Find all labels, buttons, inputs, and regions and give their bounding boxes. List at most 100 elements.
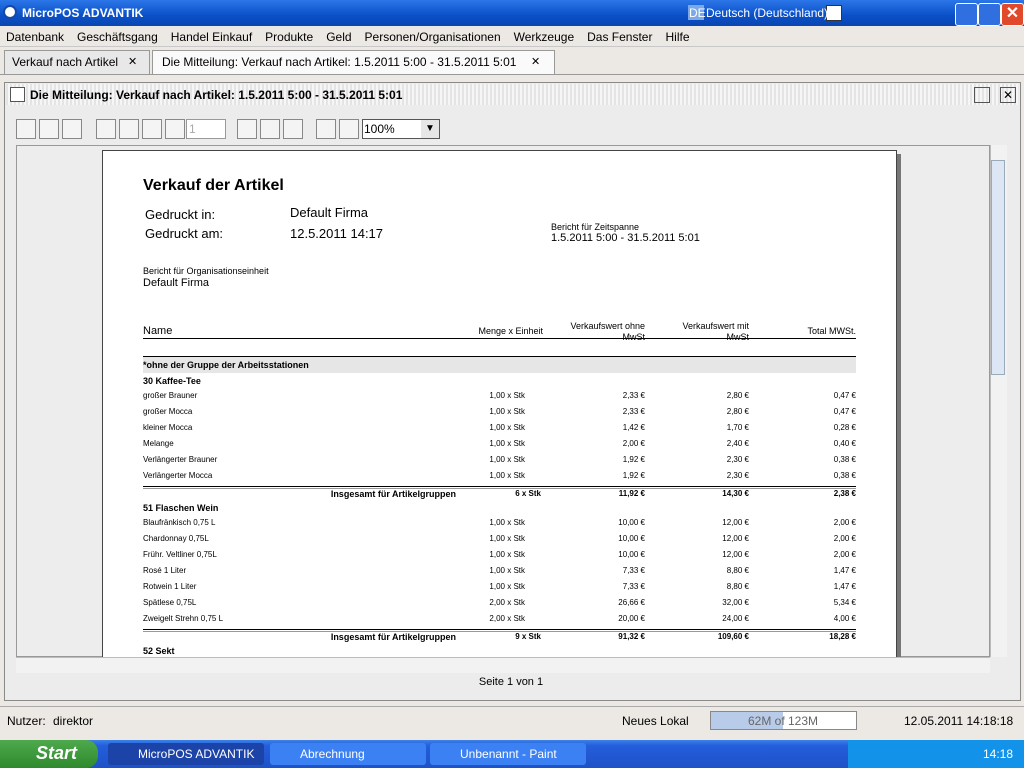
menu-item[interactable]: Personen/Organisationen bbox=[364, 30, 501, 44]
dropdown-arrow[interactable]: ▼ bbox=[421, 120, 439, 138]
quantity: 1,00 x Stk bbox=[489, 518, 525, 527]
total-tax: 2,38 € bbox=[833, 489, 856, 498]
item-name: großer Brauner bbox=[143, 391, 198, 400]
menu-item[interactable]: Werkzeuge bbox=[513, 30, 575, 44]
quantity: 1,00 x Stk bbox=[489, 423, 525, 432]
menu-bar: Datenbank Geschäftsgang Handel Einkauf Prod… bbox=[6, 28, 690, 46]
lang-code: DE bbox=[689, 6, 706, 20]
memory: 62M of 123M bbox=[747, 714, 819, 728]
tax-value: 1,47 € bbox=[833, 582, 856, 591]
item-name: Zweigelt Strehn 0,75 L bbox=[143, 614, 224, 623]
memory-fill bbox=[711, 712, 783, 729]
tax-value: 2,00 € bbox=[833, 550, 856, 559]
total-label: Insgesamt für Artikelgruppen bbox=[330, 631, 456, 642]
full-page-button[interactable] bbox=[283, 119, 303, 139]
menu-item[interactable]: Geschäftsgang bbox=[77, 30, 158, 44]
tab[interactable] bbox=[4, 50, 150, 74]
menu-item[interactable]: Das Fenster bbox=[587, 30, 653, 44]
item-name: großer Mocca bbox=[143, 407, 193, 416]
menu-item[interactable]: Datenbank bbox=[6, 30, 65, 44]
v-scroll-thumb[interactable] bbox=[991, 160, 1005, 375]
tab-label[interactable]: Verkauf nach Artikel bbox=[12, 55, 119, 69]
zoom-out-button[interactable] bbox=[339, 119, 359, 139]
zoom-value: 100% bbox=[364, 122, 395, 136]
item-name: kleiner Mocca bbox=[143, 423, 193, 432]
net-value: 26,66 € bbox=[618, 598, 645, 607]
panel-close-button[interactable]: ✕ bbox=[1000, 87, 1016, 103]
tax-value: 5,34 € bbox=[833, 598, 856, 607]
column-header: Verkaufswert mit MwSt bbox=[682, 320, 749, 342]
quantity: 1,00 x Stk bbox=[489, 455, 525, 464]
taskbar-item[interactable]: MicroPOS ADVANTIK bbox=[138, 747, 255, 761]
net-value: 2,33 € bbox=[622, 407, 645, 416]
gross-value: 8,80 € bbox=[726, 566, 749, 575]
item-name: Melange bbox=[143, 439, 174, 448]
menu-item[interactable]: Produkte bbox=[265, 30, 314, 44]
quantity: 1,00 x Stk bbox=[489, 439, 525, 448]
h-scrollbar[interactable] bbox=[16, 657, 990, 673]
item-name: Verlängerter Mocca bbox=[143, 471, 213, 480]
net-value: 20,00 € bbox=[618, 614, 645, 623]
first-page-button[interactable] bbox=[96, 119, 116, 139]
next-page-button[interactable] bbox=[142, 119, 162, 139]
start-label[interactable]: Start bbox=[36, 743, 78, 763]
zoom-in-button[interactable] bbox=[316, 119, 336, 139]
refresh-button[interactable] bbox=[62, 119, 82, 139]
page-field[interactable] bbox=[186, 119, 226, 139]
page-width-button[interactable] bbox=[260, 119, 280, 139]
value: Default Firma bbox=[143, 276, 210, 289]
maximize-button[interactable] bbox=[978, 3, 1001, 26]
quantity: 1,00 x Stk bbox=[489, 407, 525, 416]
total-net: 11,92 € bbox=[618, 489, 645, 498]
zoom-select[interactable] bbox=[362, 119, 440, 139]
separator bbox=[0, 46, 1024, 47]
taskbar-item[interactable]: Abrechnung bbox=[300, 747, 365, 761]
page-view-button[interactable] bbox=[237, 119, 257, 139]
column-header: Menge x Einheit bbox=[478, 325, 543, 336]
label: Gedruckt in: bbox=[145, 206, 216, 222]
start-button[interactable] bbox=[0, 740, 98, 768]
rule bbox=[143, 356, 856, 357]
tax-value: 0,47 € bbox=[833, 407, 856, 416]
menu-item[interactable]: Handel Einkauf bbox=[170, 30, 253, 44]
last-page-button[interactable] bbox=[165, 119, 185, 139]
menu-item[interactable]: Hilfe bbox=[665, 30, 690, 44]
total-gross: 14,30 € bbox=[722, 489, 749, 498]
print-button[interactable] bbox=[39, 119, 59, 139]
quantity: 1,00 x Stk bbox=[489, 582, 525, 591]
quantity: 1,00 x Stk bbox=[489, 566, 525, 575]
app-icon bbox=[3, 5, 17, 19]
tab-label[interactable]: Die Mitteilung: Verkauf nach Artikel: 1.… bbox=[162, 55, 517, 69]
menu-item[interactable]: Geld bbox=[326, 30, 352, 44]
tax-value: 0,47 € bbox=[833, 391, 856, 400]
tax-value: 0,40 € bbox=[833, 439, 856, 448]
help-icon[interactable] bbox=[826, 5, 842, 21]
quantity: 1,00 x Stk bbox=[489, 534, 525, 543]
tax-value: 0,28 € bbox=[833, 423, 856, 432]
quantity: 1,00 x Stk bbox=[489, 550, 525, 559]
taskbar-button bbox=[108, 743, 264, 765]
net-value: 10,00 € bbox=[618, 518, 645, 527]
total-label: Insgesamt für Artikelgruppen bbox=[330, 488, 456, 499]
gross-value: 2,30 € bbox=[726, 471, 749, 480]
minimize-button[interactable] bbox=[955, 3, 978, 26]
item-name: Spätlese 0,75L bbox=[143, 598, 197, 607]
report-title: Verkauf der Artikel bbox=[143, 177, 284, 194]
column-header: Total MWSt. bbox=[807, 325, 856, 336]
clock: 14:18 bbox=[983, 747, 1014, 761]
total-quantity: 9 x Stk bbox=[515, 632, 541, 641]
language[interactable]: Deutsch (Deutschland) bbox=[706, 6, 829, 20]
gross-value: 2,30 € bbox=[726, 455, 749, 464]
tab-active[interactable] bbox=[152, 50, 555, 75]
user-label: Nutzer: bbox=[7, 714, 46, 728]
taskbar-item[interactable]: Unbenannt - Paint bbox=[460, 747, 557, 761]
page-number: 1 bbox=[189, 122, 196, 136]
tab-close-icon: ✕ bbox=[128, 56, 138, 68]
save-button[interactable] bbox=[16, 119, 36, 139]
group-header: *ohne der Gruppe der Arbeitsstationen bbox=[143, 359, 309, 370]
prev-page-button[interactable] bbox=[119, 119, 139, 139]
undock-button[interactable] bbox=[974, 87, 990, 103]
separator bbox=[0, 706, 1024, 707]
quantity: 2,00 x Stk bbox=[489, 598, 525, 607]
